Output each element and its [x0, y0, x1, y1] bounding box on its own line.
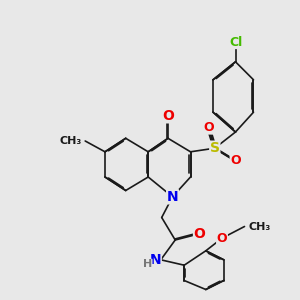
Text: N: N [150, 253, 161, 267]
Text: H: H [143, 259, 152, 269]
Text: S: S [210, 141, 220, 155]
Text: N: N [167, 190, 178, 204]
Text: O: O [194, 227, 206, 241]
Text: O: O [230, 154, 241, 167]
Text: O: O [203, 121, 214, 134]
Text: Cl: Cl [229, 35, 242, 49]
Text: CH₃: CH₃ [60, 136, 82, 146]
Text: CH₃: CH₃ [249, 221, 271, 232]
Text: O: O [162, 109, 174, 123]
Text: O: O [217, 232, 227, 245]
